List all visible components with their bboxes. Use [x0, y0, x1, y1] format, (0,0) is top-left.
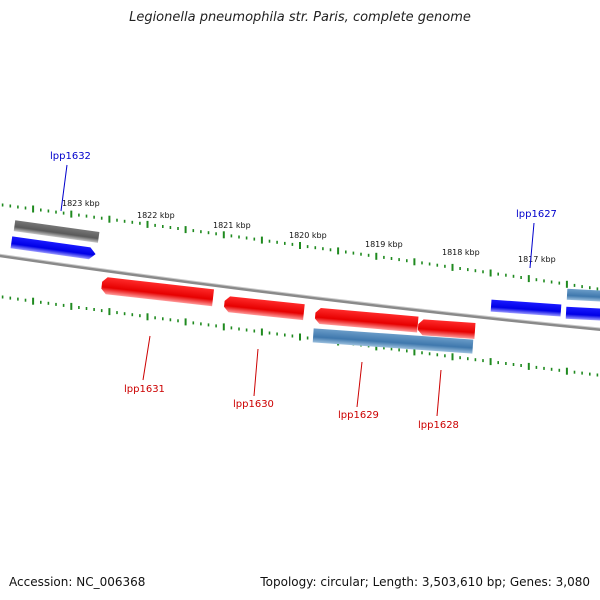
gene-label-lpp1631[interactable]: lpp1631 — [124, 384, 165, 395]
outer-tick-ring — [1, 203, 599, 291]
label-leaders — [60, 164, 535, 417]
inner-tick-ring — [1, 295, 599, 377]
gene-label-lpp1627[interactable]: lpp1627 — [516, 209, 557, 220]
gene-feature-gray[interactable] — [13, 220, 100, 243]
gene-arrow-lpp1628[interactable] — [417, 319, 476, 340]
gene-labels: lpp1632 lpp1627 lpp1631 lpp1630 lpp1629 … — [50, 151, 557, 431]
gene-arrow-lpp1630[interactable] — [223, 296, 305, 321]
kbp-label: 1820 kbp — [289, 231, 327, 240]
gene-label-lpp1632[interactable]: lpp1632 — [50, 151, 91, 162]
gene-label-lpp1630[interactable]: lpp1630 — [233, 399, 274, 410]
gene-arrow-lpp1632[interactable] — [10, 236, 97, 260]
accession-text: Accession: NC_006368 — [9, 575, 146, 589]
kbp-label: 1819 kbp — [365, 240, 403, 249]
gene-arrow-forward[interactable] — [490, 299, 562, 317]
kbp-label: 1821 kbp — [213, 221, 251, 230]
map-title: Legionella pneumophila str. Paris, compl… — [129, 10, 471, 25]
kbp-label: 1822 kbp — [137, 211, 175, 220]
gene-arrow-lpp1631[interactable] — [101, 277, 214, 307]
genome-backbone-highlight — [0, 253, 600, 329]
kbp-labels: 1823 kbp 1822 kbp 1821 kbp 1820 kbp 1819… — [62, 199, 556, 264]
gene-label-lpp1628[interactable]: lpp1628 — [418, 420, 459, 431]
topology-summary: Topology: circular; Length: 3,503,610 bp… — [260, 575, 590, 589]
gene-feature-steel[interactable] — [312, 328, 474, 354]
kbp-label: 1818 kbp — [442, 248, 480, 257]
gene-arrow-lpp1629[interactable] — [314, 308, 419, 333]
kbp-label: 1823 kbp — [62, 199, 100, 208]
reverse-strand-features — [101, 277, 476, 354]
gene-feature-lpp1627[interactable] — [566, 288, 600, 302]
genome-backbone — [0, 254, 600, 332]
gene-arrow-lpp1627[interactable] — [565, 306, 600, 321]
gene-label-lpp1629[interactable]: lpp1629 — [338, 410, 379, 421]
kbp-label: 1817 kbp — [518, 255, 556, 264]
forward-strand-features — [10, 220, 600, 321]
